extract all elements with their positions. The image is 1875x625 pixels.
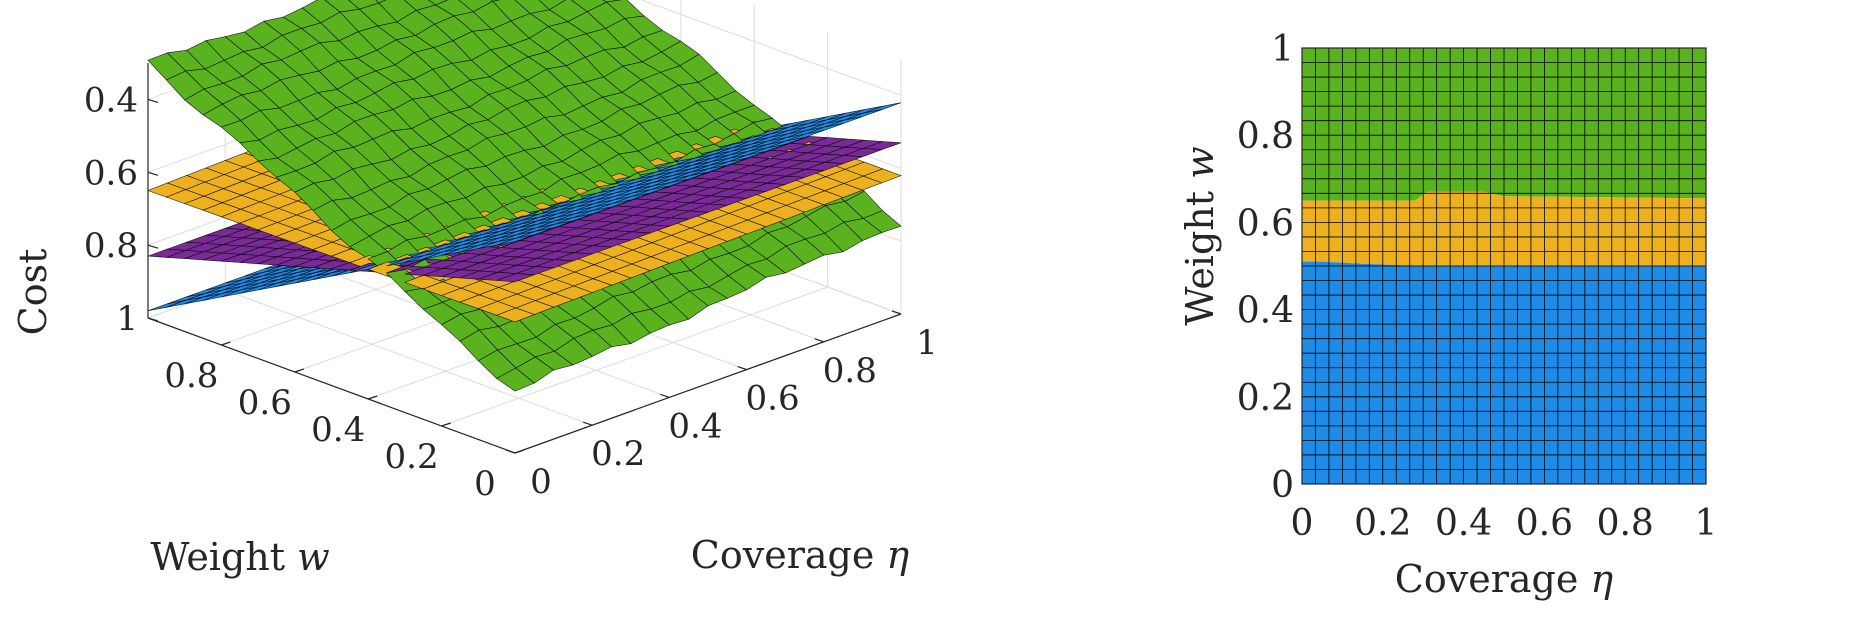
x-tick-label: 1 (1695, 503, 1718, 544)
w-tick (514, 449, 525, 454)
z-tick (147, 244, 159, 249)
surface-green-patch (496, 367, 535, 392)
eta-tick (505, 449, 516, 454)
eta-tick (814, 338, 824, 343)
surface-green-patch (427, 0, 449, 6)
x-tick-label: 0.4 (1435, 503, 1492, 544)
eta-tick-label: 0.4 (668, 406, 722, 446)
surface-purple-patch (496, 273, 535, 283)
x-axis-title: Coverage η (1395, 557, 1614, 601)
w-tick-label: 0.4 (311, 410, 365, 450)
z-tick-label: 0.4 (84, 80, 138, 120)
y-tick-label: 1 (1271, 29, 1294, 70)
w-tick-label: 0.6 (238, 383, 292, 423)
w-tick (441, 422, 451, 427)
surface-gold-patch (495, 307, 536, 323)
eta-axis-line (514, 313, 902, 454)
w-tick-label: 0.2 (385, 437, 439, 477)
eta-tick (891, 310, 902, 315)
w-tick-label: 0 (474, 464, 496, 504)
w-tick (368, 395, 378, 400)
surface-blue-patch (496, 234, 535, 246)
grid-line (225, 289, 593, 426)
y-axis-title: Weight w (1178, 146, 1222, 325)
w-tick (294, 368, 304, 373)
z-tick (147, 171, 159, 176)
axes-3d: 0 0.2 0.4 0.6 0.8 1 0 0.2 0.4 0.6 0.8 0.4 0.6 0.8 1 Cov… (11, 63, 938, 579)
grid-line (441, 286, 828, 427)
mesh-grid (1301, 47, 1707, 485)
eta-tick-label: 0 (530, 462, 552, 502)
surface-blue-patch (863, 102, 902, 114)
surface-blue-patch (147, 300, 186, 311)
w-axis-line (147, 317, 516, 454)
eta-axis-title: Coverage η (691, 533, 910, 577)
w-tick-label: 0.8 (164, 356, 218, 396)
eta-tick-label: 0.8 (823, 351, 877, 391)
eta-tick (583, 421, 593, 426)
surface-plot-3d: 0 0.2 0.4 0.6 0.8 1 0 0.2 0.4 0.6 0.8 0.4 0.6 0.8 1 Cov… (11, 0, 938, 579)
x-tick-label: 0.2 (1354, 503, 1411, 544)
z-tick-label: 1 (116, 299, 138, 339)
z-tick-label: 0.6 (84, 153, 138, 193)
eta-tick (660, 393, 670, 398)
surfaces (147, 0, 902, 392)
w-tick (221, 341, 231, 346)
x-tick-label: 0.6 (1516, 503, 1573, 544)
z-tick (147, 317, 159, 322)
region-map-2d: 0 0.2 0.4 0.6 0.8 1 0 0.2 0.4 0.6 0.8 1 Coverage η We… (1178, 29, 1717, 601)
y-tick-label: 0.2 (1237, 378, 1294, 419)
y-tick-label: 0.6 (1237, 203, 1294, 244)
eta-tick-label: 0.6 (746, 379, 800, 419)
x-tick-label: 0 (1291, 503, 1314, 544)
z-axis-title: Cost (11, 249, 55, 336)
y-tick-label: 0 (1271, 465, 1294, 506)
w-axis-title: Weight w (150, 535, 329, 579)
eta-tick (737, 366, 747, 371)
plot-frame (1301, 47, 1707, 485)
y-tick-label: 0.4 (1237, 291, 1294, 332)
ticks-2d: 0 0.2 0.4 0.6 0.8 1 0 0.2 0.4 0.6 0.8 1 Coverage η We… (1178, 29, 1717, 601)
eta-tick-label: 1 (916, 323, 938, 363)
x-tick-label: 0.8 (1597, 503, 1654, 544)
eta-tick-label: 0.2 (591, 434, 645, 474)
z-tick-label: 0.8 (84, 226, 138, 266)
y-tick-label: 0.8 (1237, 116, 1294, 157)
z-tick (147, 98, 159, 104)
